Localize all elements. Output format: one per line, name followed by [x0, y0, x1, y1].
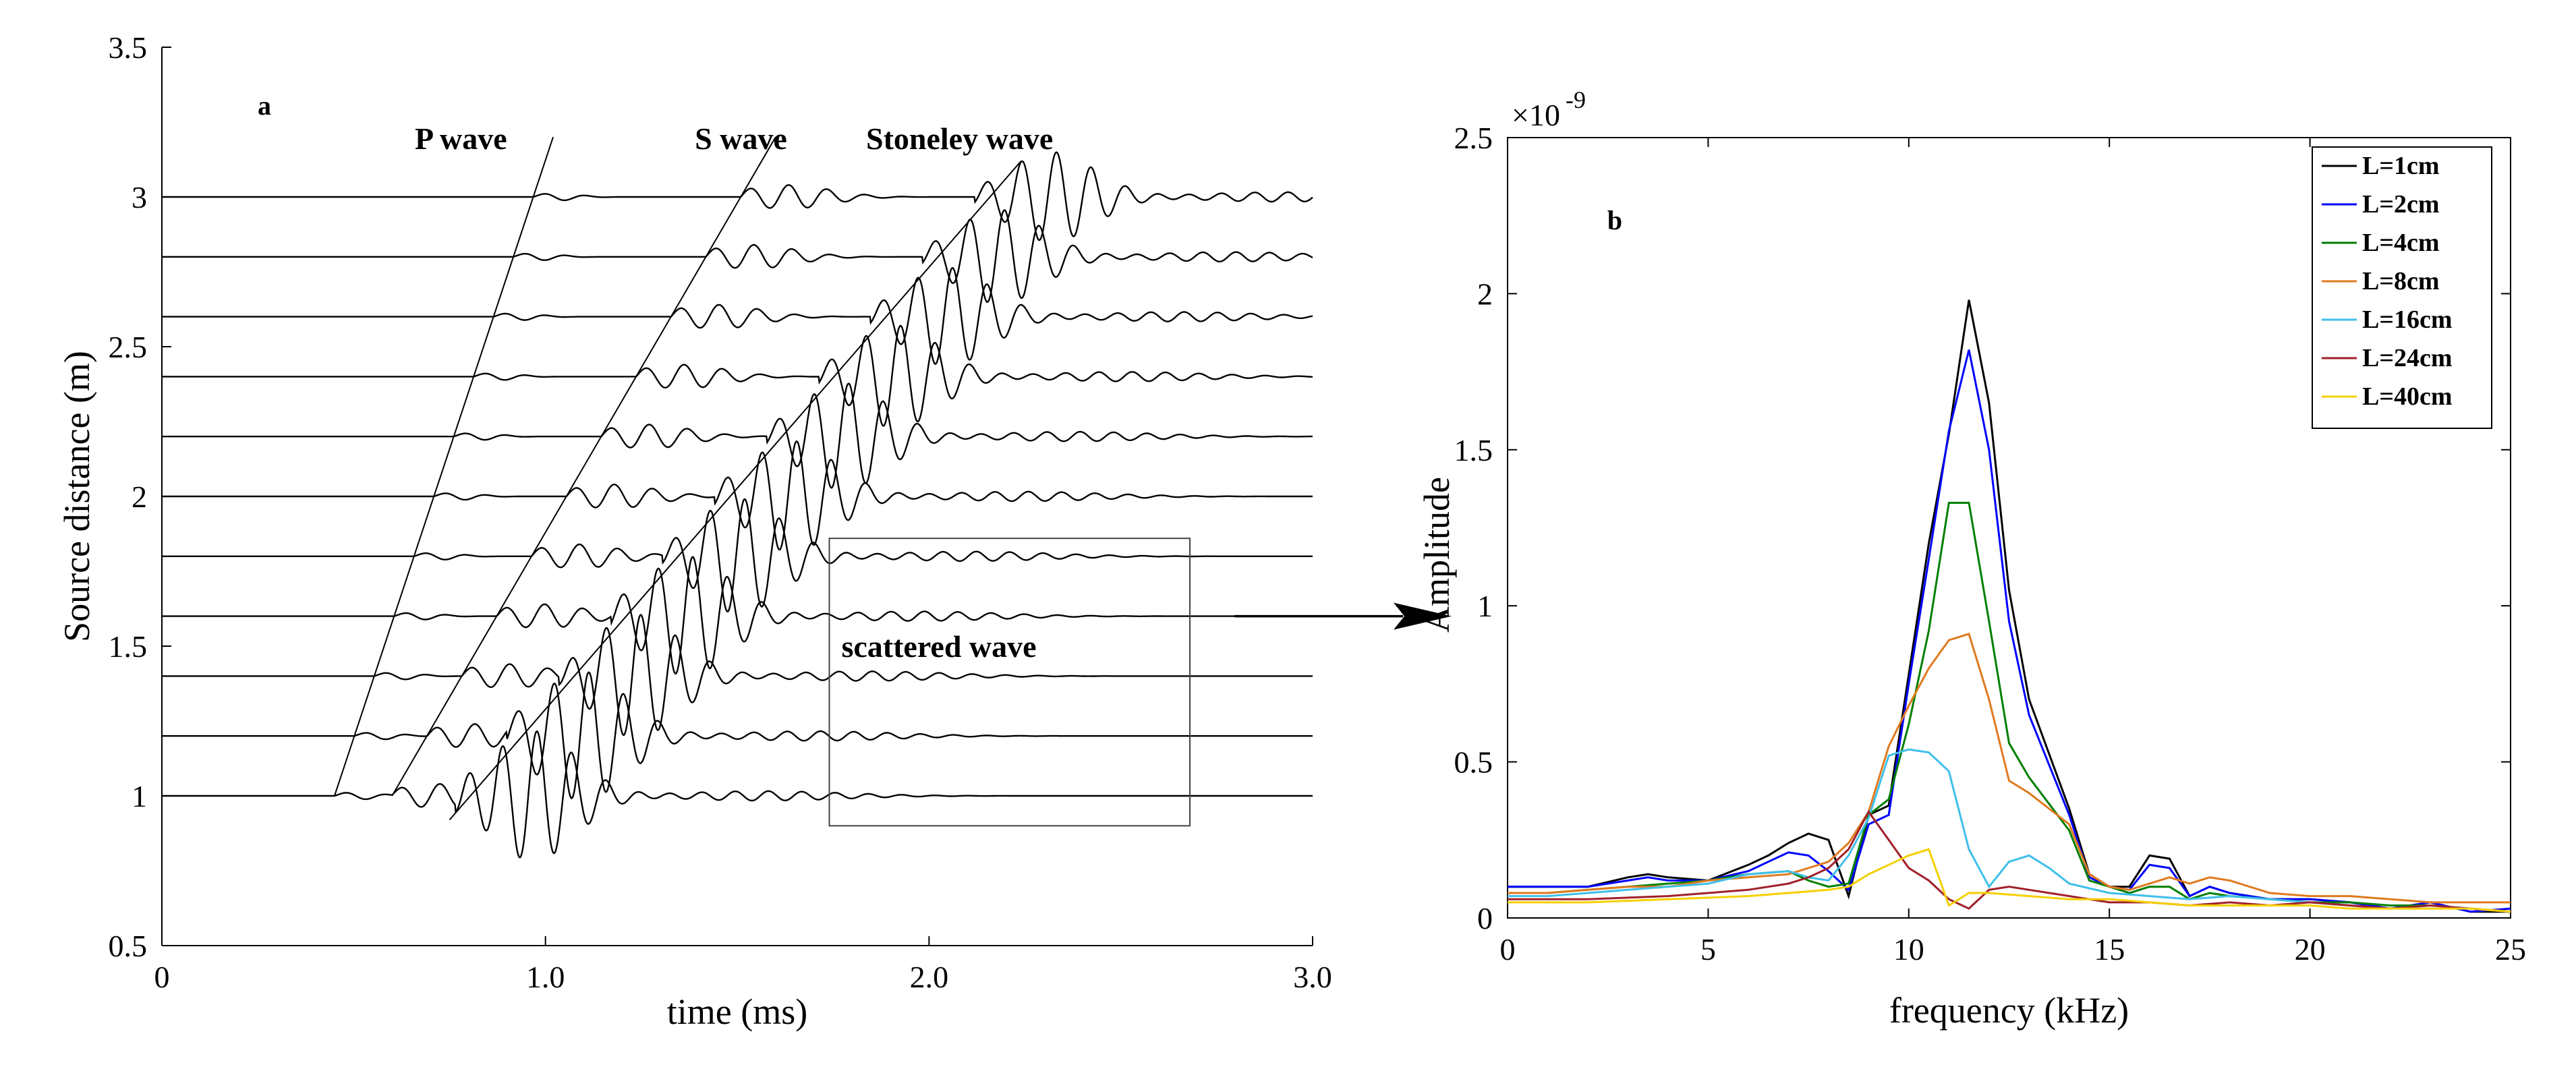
- exponent-power: -9: [1566, 86, 1586, 113]
- legend-entry: L=1cm: [2362, 152, 2440, 180]
- y-tick-label: 1.5: [1454, 433, 1493, 467]
- series-line: [1508, 502, 2511, 913]
- y-tick-label: 3.5: [109, 30, 148, 65]
- legend-entry: L=4cm: [2362, 229, 2440, 257]
- y-tick-label: 2.5: [1454, 121, 1493, 155]
- moveout-line: [333, 136, 554, 797]
- y-tick-label: 1: [1477, 589, 1493, 623]
- seismic-trace: [162, 267, 1313, 366]
- scatter-box: [828, 538, 1191, 827]
- y-tick-label: 1: [132, 779, 147, 813]
- y-tick-label: 2.5: [109, 330, 148, 364]
- y-tick-label: 2: [1477, 277, 1493, 311]
- legend-entry: L=16cm: [2362, 306, 2453, 334]
- seismic-trace: [162, 324, 1313, 427]
- x-tick-label: 5: [1700, 932, 1716, 967]
- exponent-label: ×10: [1512, 98, 1560, 132]
- moveout-line: [391, 136, 776, 797]
- seismic-trace: [162, 209, 1313, 304]
- seismic-trace: [162, 151, 1313, 241]
- wave-label: Stoneley wave: [866, 121, 1053, 156]
- series-line: [1508, 748, 2511, 913]
- seismic-trace: [162, 671, 1313, 800]
- y-tick-label: 0.5: [109, 929, 148, 963]
- x-tick-label: 20: [2295, 932, 2326, 967]
- arrow-connector: [1234, 602, 1452, 630]
- y-tick-label: 1.5: [109, 629, 148, 664]
- legend-entry: L=8cm: [2362, 267, 2440, 295]
- x-tick-label: 10: [1893, 932, 1924, 967]
- scatter-label: scattered wave: [841, 629, 1036, 664]
- seismic-trace: [162, 440, 1313, 551]
- legend-entry: L=40cm: [2362, 382, 2453, 411]
- y-tick-label: 2: [132, 480, 147, 514]
- y-tick-label: 0.5: [1454, 745, 1493, 780]
- x-tick-label: 0: [1500, 932, 1516, 967]
- x-tick-label: 15: [2094, 932, 2125, 967]
- series-line: [1508, 848, 2511, 913]
- seismic-trace: [162, 556, 1313, 675]
- legend-entry: L=2cm: [2362, 190, 2440, 219]
- y-axis-title: Amplitude: [1416, 477, 1457, 633]
- legend-entry: L=24cm: [2362, 344, 2453, 372]
- x-tick-label: 0: [154, 960, 170, 994]
- seismic-trace: [162, 382, 1313, 489]
- seismogram-panel: 0 1.0 2.0 3.0 0.5 1 1.5 2 2.5 3 3.5 time (ms) Source…: [57, 30, 1332, 1032]
- moveout-line: [449, 161, 1022, 821]
- seismic-trace: [162, 498, 1313, 613]
- panel-label-a: a: [258, 90, 271, 121]
- y-tick-label: 3: [132, 180, 147, 214]
- x-tick-label: 1.0: [526, 960, 565, 994]
- series-line: [1508, 349, 2511, 913]
- spectrum-panel: 0 5 10 15 20 25 0 0.5 1 1.5 2 2.5 frequency (kHz) Amp…: [1416, 86, 2526, 1031]
- seismic-trace: [162, 730, 1313, 859]
- y-tick-label: 0: [1477, 901, 1493, 935]
- panel-label-b: b: [1607, 205, 1622, 235]
- legend-box: [2312, 146, 2492, 429]
- arrow-head: [1394, 602, 1452, 630]
- x-axis-title: frequency (kHz): [1889, 990, 2129, 1031]
- x-tick-label: 25: [2495, 932, 2526, 967]
- y-axis-title: Source distance (m): [57, 351, 97, 642]
- seismic-trace: [162, 614, 1313, 737]
- x-tick-label: 2.0: [910, 960, 949, 994]
- series-line: [1508, 809, 2511, 913]
- x-tick-label: 3.0: [1293, 960, 1332, 994]
- wave-label: P wave: [415, 121, 507, 156]
- plot-frame: [1507, 137, 2511, 919]
- wave-label: S wave: [695, 121, 787, 156]
- x-axis-title: time (ms): [667, 991, 807, 1032]
- series-line: [1508, 633, 2511, 904]
